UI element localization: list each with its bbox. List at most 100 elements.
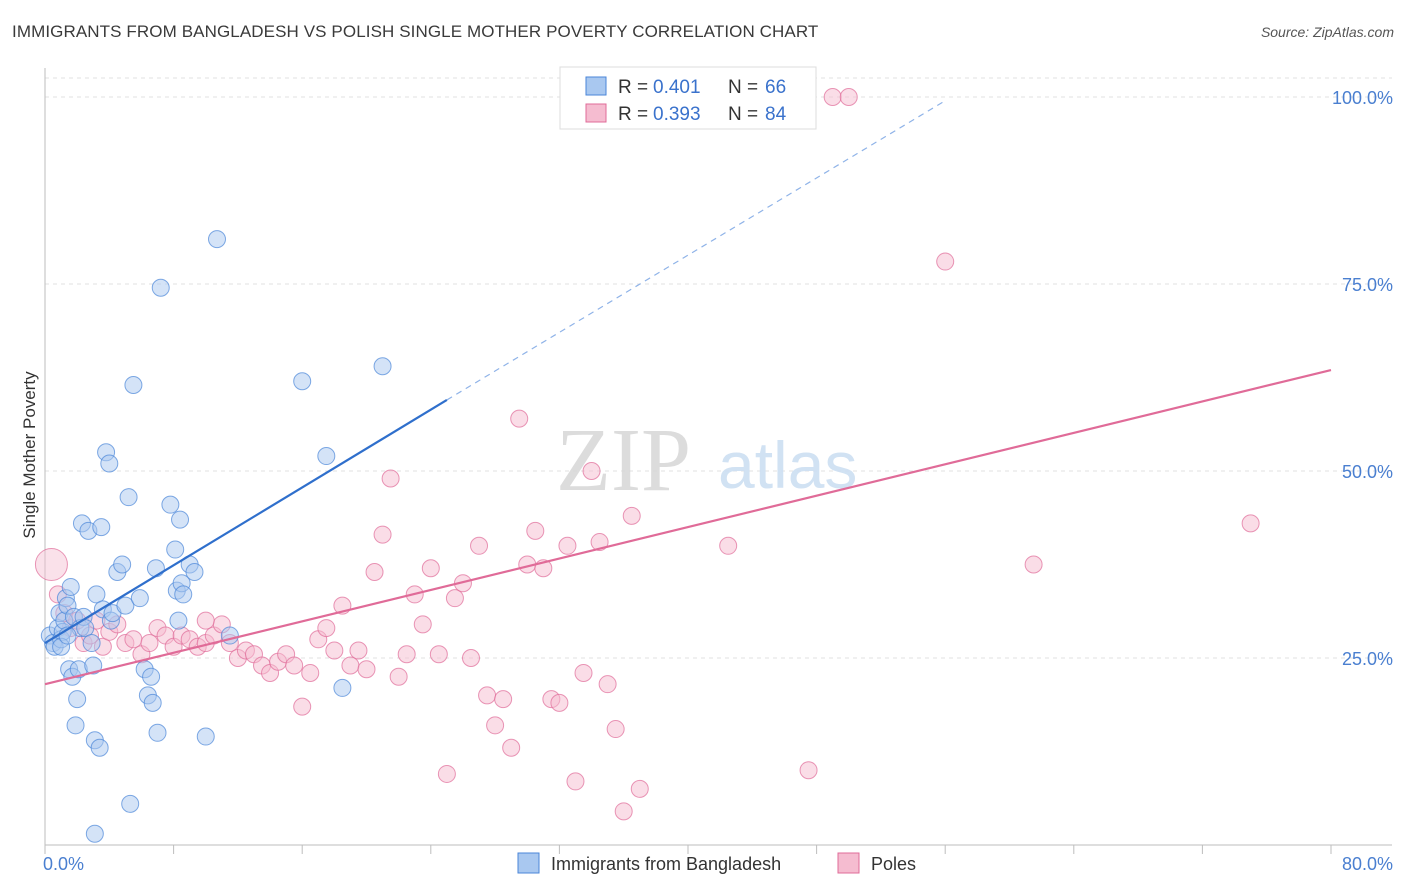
bangladesh-point [130,589,149,608]
bangladesh-point [373,357,392,376]
poles-point [124,630,143,649]
y-tick-label: 50.0% [1342,462,1393,482]
bangladesh-point [61,577,80,596]
poles-point [486,716,505,735]
legend-r-label-1: R = [618,77,648,98]
poles-point [1241,514,1260,533]
trend-lines [44,100,1332,686]
poles-point [349,641,368,660]
poles-point [799,761,818,780]
legend-r-value-1: 0.401 [653,77,701,98]
poles-point [317,619,336,638]
poles-point [285,656,304,675]
axes [44,68,1392,854]
y-tick-label: 100.0% [1332,88,1393,108]
poles-point [357,660,376,679]
y-tick-label: 75.0% [1342,275,1393,295]
legend-swatch-poles [585,103,607,123]
poles-point [494,690,513,709]
stats-legend: R = 0.401 N = 66 R = 0.393 N = 84 [559,66,817,130]
bangladesh-point [87,585,106,604]
y-tick-label: 25.0% [1342,649,1393,669]
bangladesh-point [119,488,138,507]
poles-point [558,536,577,555]
bangladesh-point [85,824,104,843]
gridlines [45,77,1392,659]
poles-point [614,802,633,821]
poles-point [719,536,738,555]
poles-point [397,645,416,664]
poles-point [413,615,432,634]
legend-n-value-2: 84 [765,104,787,125]
bangladesh-point [84,656,103,675]
bangladesh-point [317,447,336,466]
poles-point [461,649,480,667]
legend-n-label-2: N = [728,104,758,125]
bottom-legend-swatch-bangladesh [517,852,540,874]
poles-point [421,559,440,578]
bangladesh-point [148,723,167,742]
bangladesh-point [146,559,165,578]
poles-point [445,589,464,608]
bangladesh-point [161,495,180,514]
legend-r-value-2: 0.393 [653,104,701,125]
poles-point [373,525,392,544]
poles-point [823,88,842,106]
x-tick-label-min: 0.0% [43,854,84,874]
bangladesh-point [333,678,352,697]
poles-point [510,409,529,428]
poles-point [936,252,955,271]
bangladesh-point [124,375,143,394]
poles-point [34,548,68,581]
bangladesh-point [185,562,204,581]
bangladesh-point [151,278,170,297]
y-axis-title: Single Mother Poverty [20,371,39,539]
watermark: ZIP atlas [556,411,857,510]
poles-point [550,693,569,712]
bangladesh-point [68,690,87,709]
poles-point [301,663,320,682]
bangladesh-point [66,716,85,735]
poles-point [196,611,215,630]
poles-point [437,764,456,783]
bottom-legend-swatch-poles [837,852,860,874]
bangladesh-point [90,738,109,757]
bangladesh-point [174,585,193,604]
bangladesh-point [293,372,312,391]
bangladesh-point [196,727,215,746]
x-tick-label-max: 80.0% [1342,854,1393,874]
watermark-atlas: atlas [718,428,857,502]
poles-point [839,88,858,106]
bangladesh-point [82,634,101,653]
poles-point [478,686,497,705]
source-label: Source: ZipAtlas.com [1260,24,1394,40]
poles-point [389,667,408,686]
poles-point [582,462,601,480]
bangladesh-point [92,518,111,537]
poles-point [365,562,384,581]
poles-point [341,656,360,675]
bangladesh-trend-line [44,398,448,644]
poles-point [429,645,448,664]
series-legend: Immigrants from Bangladesh Poles [517,852,916,874]
poles-point [622,506,641,525]
poles-point [1024,555,1043,574]
poles-point [140,634,159,653]
bangladesh-point [169,611,188,630]
bangladesh-point [116,596,135,615]
bangladesh-point [166,540,185,559]
poles-point [606,720,625,739]
legend-swatch-bangladesh [585,76,607,96]
bangladesh-point [142,667,161,686]
bangladesh-point [171,510,190,529]
poles-point [381,469,400,488]
series-poles-points [34,88,1260,821]
watermark-zip: ZIP [556,411,691,510]
chart-title: IMMIGRANTS FROM BANGLADESH VS POLISH SIN… [12,22,819,41]
bangladesh-point [121,794,140,813]
bangladesh-point [113,555,132,574]
poles-point [502,738,521,757]
poles-point [325,641,344,660]
poles-point [630,779,649,798]
